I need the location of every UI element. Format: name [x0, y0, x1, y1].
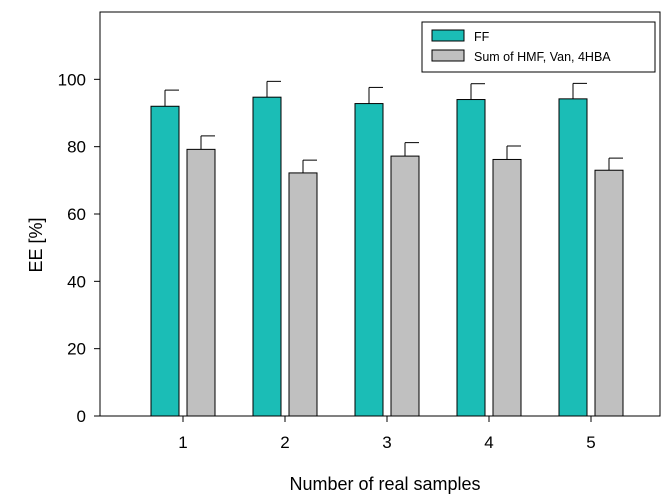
- bar-series-2-sample-5: [594, 169, 624, 417]
- legend: FF Sum of HMF, Van, 4HBA: [421, 21, 656, 73]
- bar-series-1-sample-3: [354, 103, 384, 417]
- legend-swatch-series-1: [431, 29, 465, 42]
- bar-series-1-sample-1: [150, 105, 180, 417]
- x-tick-label-2: 2: [280, 433, 289, 452]
- y-axis-label: EE [%]: [26, 217, 46, 272]
- y-tick-label-100: 100: [58, 70, 86, 89]
- bar-series-2-sample-3: [390, 155, 420, 417]
- y-tick-label-80: 80: [67, 138, 86, 157]
- bar-series-1-sample-4: [456, 99, 486, 417]
- legend-label-series-2: Sum of HMF, Van, 4HBA: [474, 50, 611, 64]
- x-tick-label-1: 1: [178, 433, 187, 452]
- bars-layer: [150, 80, 624, 417]
- y-tick-label-20: 20: [67, 340, 86, 359]
- legend-swatch-series-2: [431, 49, 465, 62]
- bar-series-2-sample-1: [186, 148, 216, 417]
- bar-series-2-sample-4: [492, 158, 522, 417]
- bar-series-1-sample-5: [558, 98, 588, 417]
- bar-series-1-sample-2: [252, 96, 282, 417]
- y-tick-label-40: 40: [67, 272, 86, 291]
- y-tick-label-0: 0: [77, 407, 86, 426]
- x-tick-label-5: 5: [586, 433, 595, 452]
- y-tick-label-60: 60: [67, 205, 86, 224]
- x-axis-label: Number of real samples: [289, 474, 480, 494]
- x-tick-label-3: 3: [382, 433, 391, 452]
- bar-series-2-sample-2: [288, 172, 318, 417]
- x-tick-label-4: 4: [484, 433, 493, 452]
- legend-label-series-1: FF: [474, 30, 490, 44]
- axes-layer: 1 2 3 4 5 0 20 40 60 80 100: [58, 11, 661, 452]
